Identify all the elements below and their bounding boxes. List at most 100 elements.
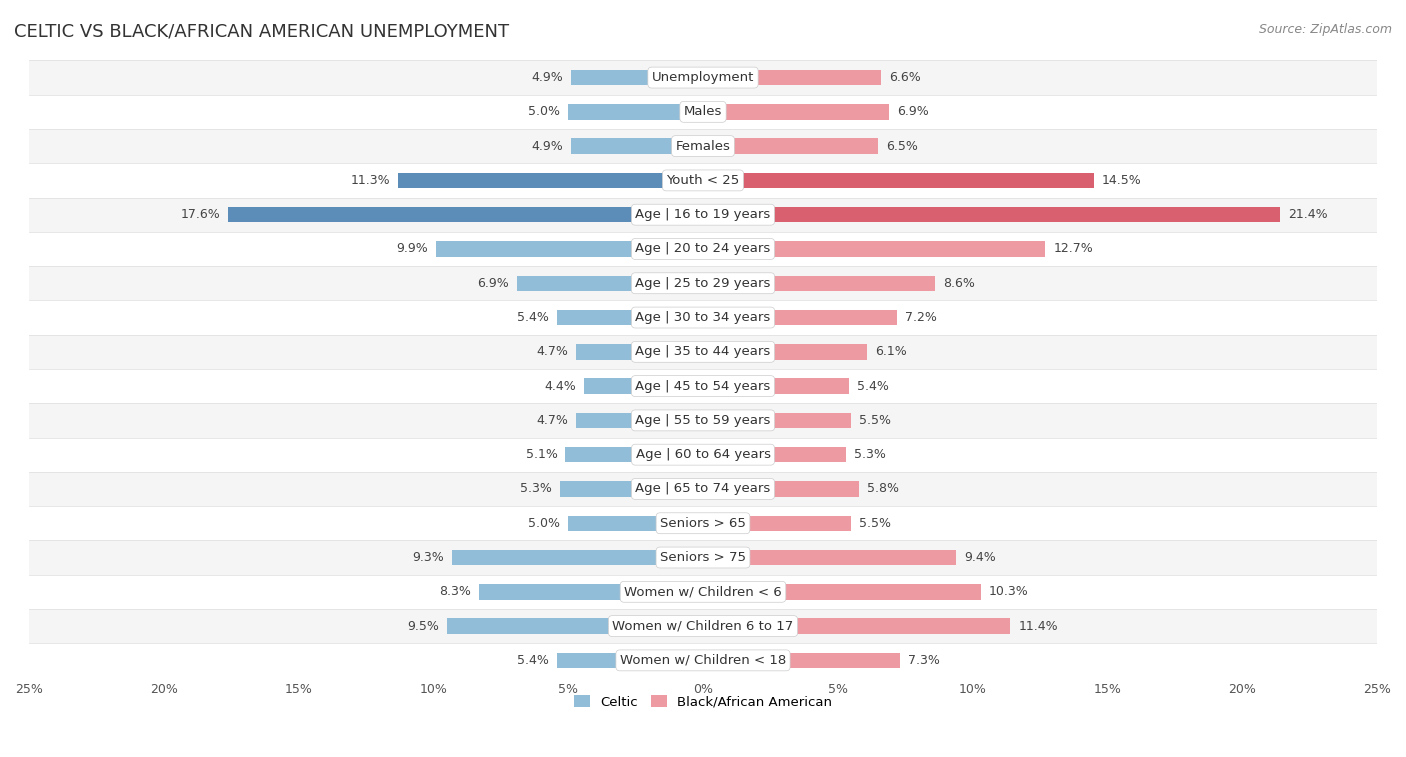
Bar xyxy=(30,266,1376,301)
Bar xyxy=(436,241,703,257)
Bar xyxy=(479,584,703,600)
Bar xyxy=(30,164,1376,198)
Text: Age | 65 to 74 years: Age | 65 to 74 years xyxy=(636,482,770,496)
Bar xyxy=(30,403,1376,438)
Text: 4.4%: 4.4% xyxy=(544,379,576,393)
Text: 11.4%: 11.4% xyxy=(1018,619,1059,633)
Text: 12.7%: 12.7% xyxy=(1053,242,1094,255)
Bar xyxy=(703,310,897,326)
Text: Youth < 25: Youth < 25 xyxy=(666,174,740,187)
Text: 5.4%: 5.4% xyxy=(517,311,550,324)
Text: 6.6%: 6.6% xyxy=(889,71,921,84)
Text: 9.3%: 9.3% xyxy=(412,551,444,564)
Text: Age | 30 to 34 years: Age | 30 to 34 years xyxy=(636,311,770,324)
Text: 5.0%: 5.0% xyxy=(529,517,560,530)
Bar xyxy=(703,447,846,463)
Text: 21.4%: 21.4% xyxy=(1288,208,1327,221)
Bar xyxy=(30,643,1376,678)
Bar xyxy=(30,95,1376,129)
Text: Age | 35 to 44 years: Age | 35 to 44 years xyxy=(636,345,770,358)
Bar xyxy=(568,104,703,120)
Text: Age | 55 to 59 years: Age | 55 to 59 years xyxy=(636,414,770,427)
Bar xyxy=(30,609,1376,643)
Bar xyxy=(585,378,703,394)
Bar xyxy=(571,139,703,154)
Bar xyxy=(30,335,1376,369)
Bar xyxy=(30,506,1376,540)
Text: Women w/ Children < 18: Women w/ Children < 18 xyxy=(620,654,786,667)
Text: 5.5%: 5.5% xyxy=(859,414,891,427)
Text: Age | 20 to 24 years: Age | 20 to 24 years xyxy=(636,242,770,255)
Bar xyxy=(703,584,981,600)
Text: 8.6%: 8.6% xyxy=(943,277,974,290)
Text: 5.4%: 5.4% xyxy=(517,654,550,667)
Bar xyxy=(30,129,1376,164)
Text: 4.7%: 4.7% xyxy=(536,345,568,358)
Text: 7.3%: 7.3% xyxy=(908,654,939,667)
Bar xyxy=(30,232,1376,266)
Text: 9.4%: 9.4% xyxy=(965,551,997,564)
Text: 6.5%: 6.5% xyxy=(886,139,918,153)
Text: Age | 25 to 29 years: Age | 25 to 29 years xyxy=(636,277,770,290)
Bar xyxy=(447,618,703,634)
Text: Seniors > 65: Seniors > 65 xyxy=(659,517,747,530)
Bar xyxy=(703,653,900,668)
Legend: Celtic, Black/African American: Celtic, Black/African American xyxy=(568,690,838,714)
Text: 6.9%: 6.9% xyxy=(897,105,929,118)
Text: Women w/ Children < 6: Women w/ Children < 6 xyxy=(624,585,782,598)
Text: 5.8%: 5.8% xyxy=(868,482,900,496)
Bar xyxy=(703,276,935,291)
Text: 8.3%: 8.3% xyxy=(439,585,471,598)
Text: CELTIC VS BLACK/AFRICAN AMERICAN UNEMPLOYMENT: CELTIC VS BLACK/AFRICAN AMERICAN UNEMPLO… xyxy=(14,23,509,41)
Text: Males: Males xyxy=(683,105,723,118)
Bar xyxy=(703,413,851,428)
Text: Age | 16 to 19 years: Age | 16 to 19 years xyxy=(636,208,770,221)
Bar xyxy=(228,207,703,223)
Bar xyxy=(571,70,703,86)
Bar xyxy=(565,447,703,463)
Text: 9.9%: 9.9% xyxy=(396,242,427,255)
Bar xyxy=(568,516,703,531)
Bar xyxy=(703,241,1046,257)
Text: 10.3%: 10.3% xyxy=(988,585,1029,598)
Text: 6.9%: 6.9% xyxy=(477,277,509,290)
Bar xyxy=(703,139,879,154)
Bar xyxy=(517,276,703,291)
Bar xyxy=(557,653,703,668)
Text: Age | 45 to 54 years: Age | 45 to 54 years xyxy=(636,379,770,393)
Text: 7.2%: 7.2% xyxy=(905,311,936,324)
Text: 4.9%: 4.9% xyxy=(531,139,562,153)
Text: Seniors > 75: Seniors > 75 xyxy=(659,551,747,564)
Text: Age | 60 to 64 years: Age | 60 to 64 years xyxy=(636,448,770,461)
Bar xyxy=(30,198,1376,232)
Bar xyxy=(30,438,1376,472)
Text: 9.5%: 9.5% xyxy=(406,619,439,633)
Text: Females: Females xyxy=(675,139,731,153)
Bar xyxy=(560,481,703,497)
Text: 5.0%: 5.0% xyxy=(529,105,560,118)
Text: 5.5%: 5.5% xyxy=(859,517,891,530)
Bar xyxy=(703,516,851,531)
Text: 5.4%: 5.4% xyxy=(856,379,889,393)
Text: 14.5%: 14.5% xyxy=(1102,174,1142,187)
Bar xyxy=(30,575,1376,609)
Text: 5.3%: 5.3% xyxy=(520,482,553,496)
Bar xyxy=(703,344,868,360)
Bar xyxy=(576,413,703,428)
Text: 4.9%: 4.9% xyxy=(531,71,562,84)
Bar xyxy=(703,70,882,86)
Text: 17.6%: 17.6% xyxy=(180,208,221,221)
Text: Unemployment: Unemployment xyxy=(652,71,754,84)
Text: 6.1%: 6.1% xyxy=(876,345,907,358)
Text: 4.7%: 4.7% xyxy=(536,414,568,427)
Text: Source: ZipAtlas.com: Source: ZipAtlas.com xyxy=(1258,23,1392,36)
Bar xyxy=(703,618,1011,634)
Bar xyxy=(703,550,956,565)
Bar xyxy=(703,104,889,120)
Text: 11.3%: 11.3% xyxy=(350,174,391,187)
Bar xyxy=(703,378,849,394)
Bar xyxy=(398,173,703,188)
Bar xyxy=(30,369,1376,403)
Bar xyxy=(703,207,1279,223)
Bar xyxy=(453,550,703,565)
